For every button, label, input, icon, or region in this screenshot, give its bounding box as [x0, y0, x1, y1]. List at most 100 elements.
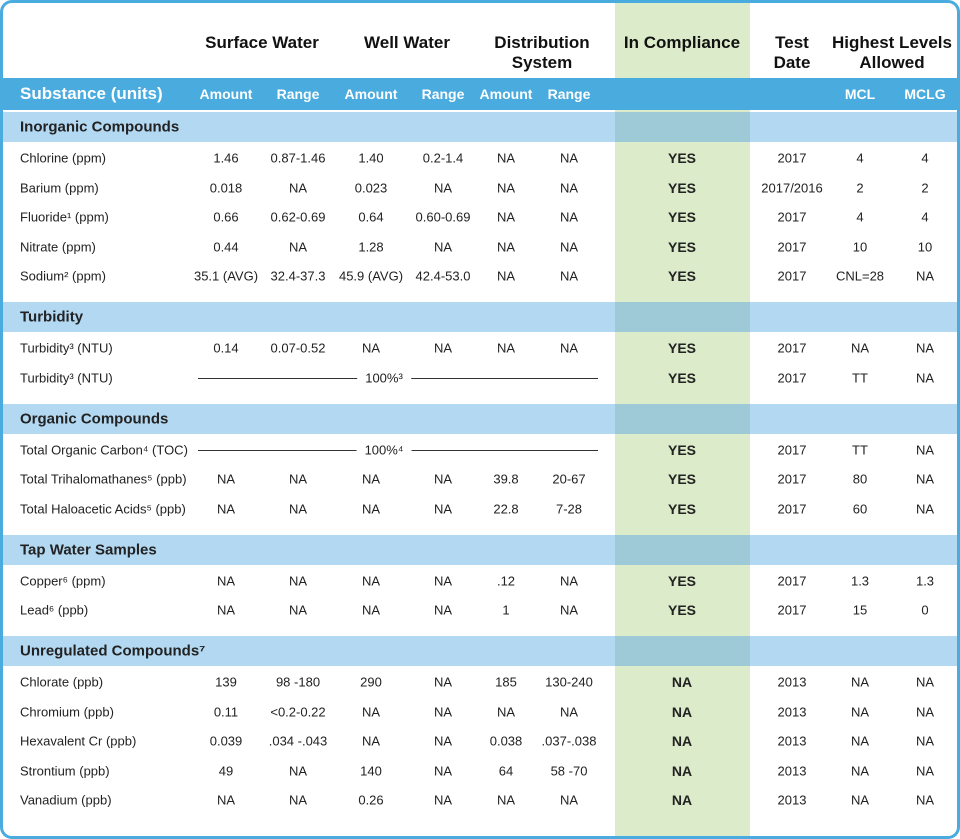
cell: 290 [360, 674, 382, 690]
compliance: YES [667, 369, 697, 386]
group-header: Highest Levels Allowed [832, 33, 952, 72]
compliance: YES [667, 572, 697, 589]
section-bar-compliance [615, 112, 750, 142]
cell: 10 [917, 239, 933, 254]
cell: NA [850, 792, 870, 808]
compliance: YES [667, 340, 697, 356]
group-header: Well Water [364, 33, 450, 52]
cell: 32.4-37.3 [270, 268, 326, 284]
cell: 2017 [777, 442, 807, 457]
subheader: Range [547, 86, 591, 102]
cell: NA [433, 763, 453, 778]
substance: Copper⁶ (ppm) [20, 573, 106, 588]
substance: Sodium² (ppm) [20, 268, 106, 284]
group-header: Surface Water [205, 33, 319, 52]
cell: 139 [215, 674, 237, 690]
subheader: Substance (units) [20, 84, 163, 103]
cell: NA [433, 733, 453, 749]
header-bar [3, 78, 957, 110]
cell: 2013 [777, 674, 807, 690]
cell: NA [361, 573, 381, 588]
cell: 0.66 [213, 209, 239, 225]
cell: 2017 [777, 370, 807, 385]
section-bar [3, 636, 957, 666]
cell: NA [216, 501, 236, 516]
cell: NA [288, 602, 308, 618]
subheader: Amount [479, 86, 533, 102]
cell: NA [915, 704, 935, 719]
section-title: Organic Compounds [20, 410, 169, 427]
cell: TT [852, 370, 868, 385]
section-title: Unregulated Compounds⁷ [20, 642, 206, 660]
cell: NA [433, 674, 453, 690]
substance: Vanadium (ppb) [20, 792, 112, 808]
cell: NA [288, 471, 308, 487]
compliance: YES [667, 602, 697, 618]
cell: NA [288, 792, 308, 808]
cell: NA [915, 268, 935, 284]
cell: NA [915, 370, 935, 385]
cell: 0.87-1.46 [270, 150, 326, 166]
cell: 2017 [777, 239, 807, 254]
cell: 2017 [777, 573, 807, 588]
cell: 20-67 [552, 471, 586, 487]
subheader: MCL [844, 86, 876, 102]
cell: NA [559, 150, 579, 166]
cell: NA [850, 340, 870, 356]
substance: Fluoride¹ (ppm) [20, 209, 109, 225]
compliance: YES [667, 209, 697, 225]
cell: 2017 [777, 209, 807, 225]
cell: 0.60-0.69 [415, 209, 471, 225]
cell: CNL=28 [835, 268, 885, 284]
cell: NA [850, 733, 870, 749]
cell: NA [288, 180, 308, 195]
subheader: Amount [344, 86, 398, 102]
cell: 2017 [777, 471, 807, 487]
substance: Barium (ppm) [20, 180, 99, 195]
section-bar [3, 302, 957, 332]
compliance: YES [667, 238, 697, 255]
cell: NA [915, 733, 935, 749]
cell: NA [433, 792, 453, 808]
cell: 0.14 [213, 340, 239, 356]
cell: 2013 [777, 792, 807, 808]
cell: 7-28 [555, 501, 583, 516]
compliance: YES [667, 179, 697, 196]
substance: Chlorate (ppb) [20, 674, 104, 690]
cell: 15 [852, 602, 868, 618]
cell: NA [433, 573, 453, 588]
cell: <0.2-0.22 [270, 704, 326, 719]
cell: NA [361, 602, 381, 618]
substance: Chlorine (ppm) [20, 150, 106, 166]
substance: Lead⁶ (ppb) [20, 602, 89, 618]
cell: 58 -70 [550, 763, 588, 778]
cell: 2 [856, 180, 864, 195]
compliance: YES [667, 268, 697, 284]
cell: 0.26 [358, 792, 384, 808]
cell: 2017 [777, 501, 807, 516]
cell: NA [361, 471, 381, 487]
cell: NA [496, 180, 516, 195]
cell: 0.018 [209, 180, 243, 195]
cell: 0 [921, 602, 929, 618]
cell: NA [288, 501, 308, 516]
cell: 60 [852, 501, 868, 516]
cell: 98 -180 [275, 674, 321, 690]
substance: Total Organic Carbon⁴ (TOC) [20, 442, 188, 457]
cell: 0.64 [358, 209, 384, 225]
group-header: Distribution System [494, 33, 590, 72]
cell: 2 [921, 180, 929, 195]
subheader: Amount [199, 86, 253, 102]
cell: 4 [856, 150, 864, 166]
cell: 22.8 [493, 501, 519, 516]
cell: 2017 [777, 268, 807, 284]
subheader: Range [276, 86, 320, 102]
cell: NA [288, 239, 308, 254]
cell: 64 [498, 763, 514, 778]
cell: 2017 [777, 340, 807, 356]
cell: NA [216, 792, 236, 808]
cell: 0.039 [209, 733, 243, 749]
cell: 45.9 (AVG) [338, 268, 404, 284]
cell: NA [559, 792, 579, 808]
